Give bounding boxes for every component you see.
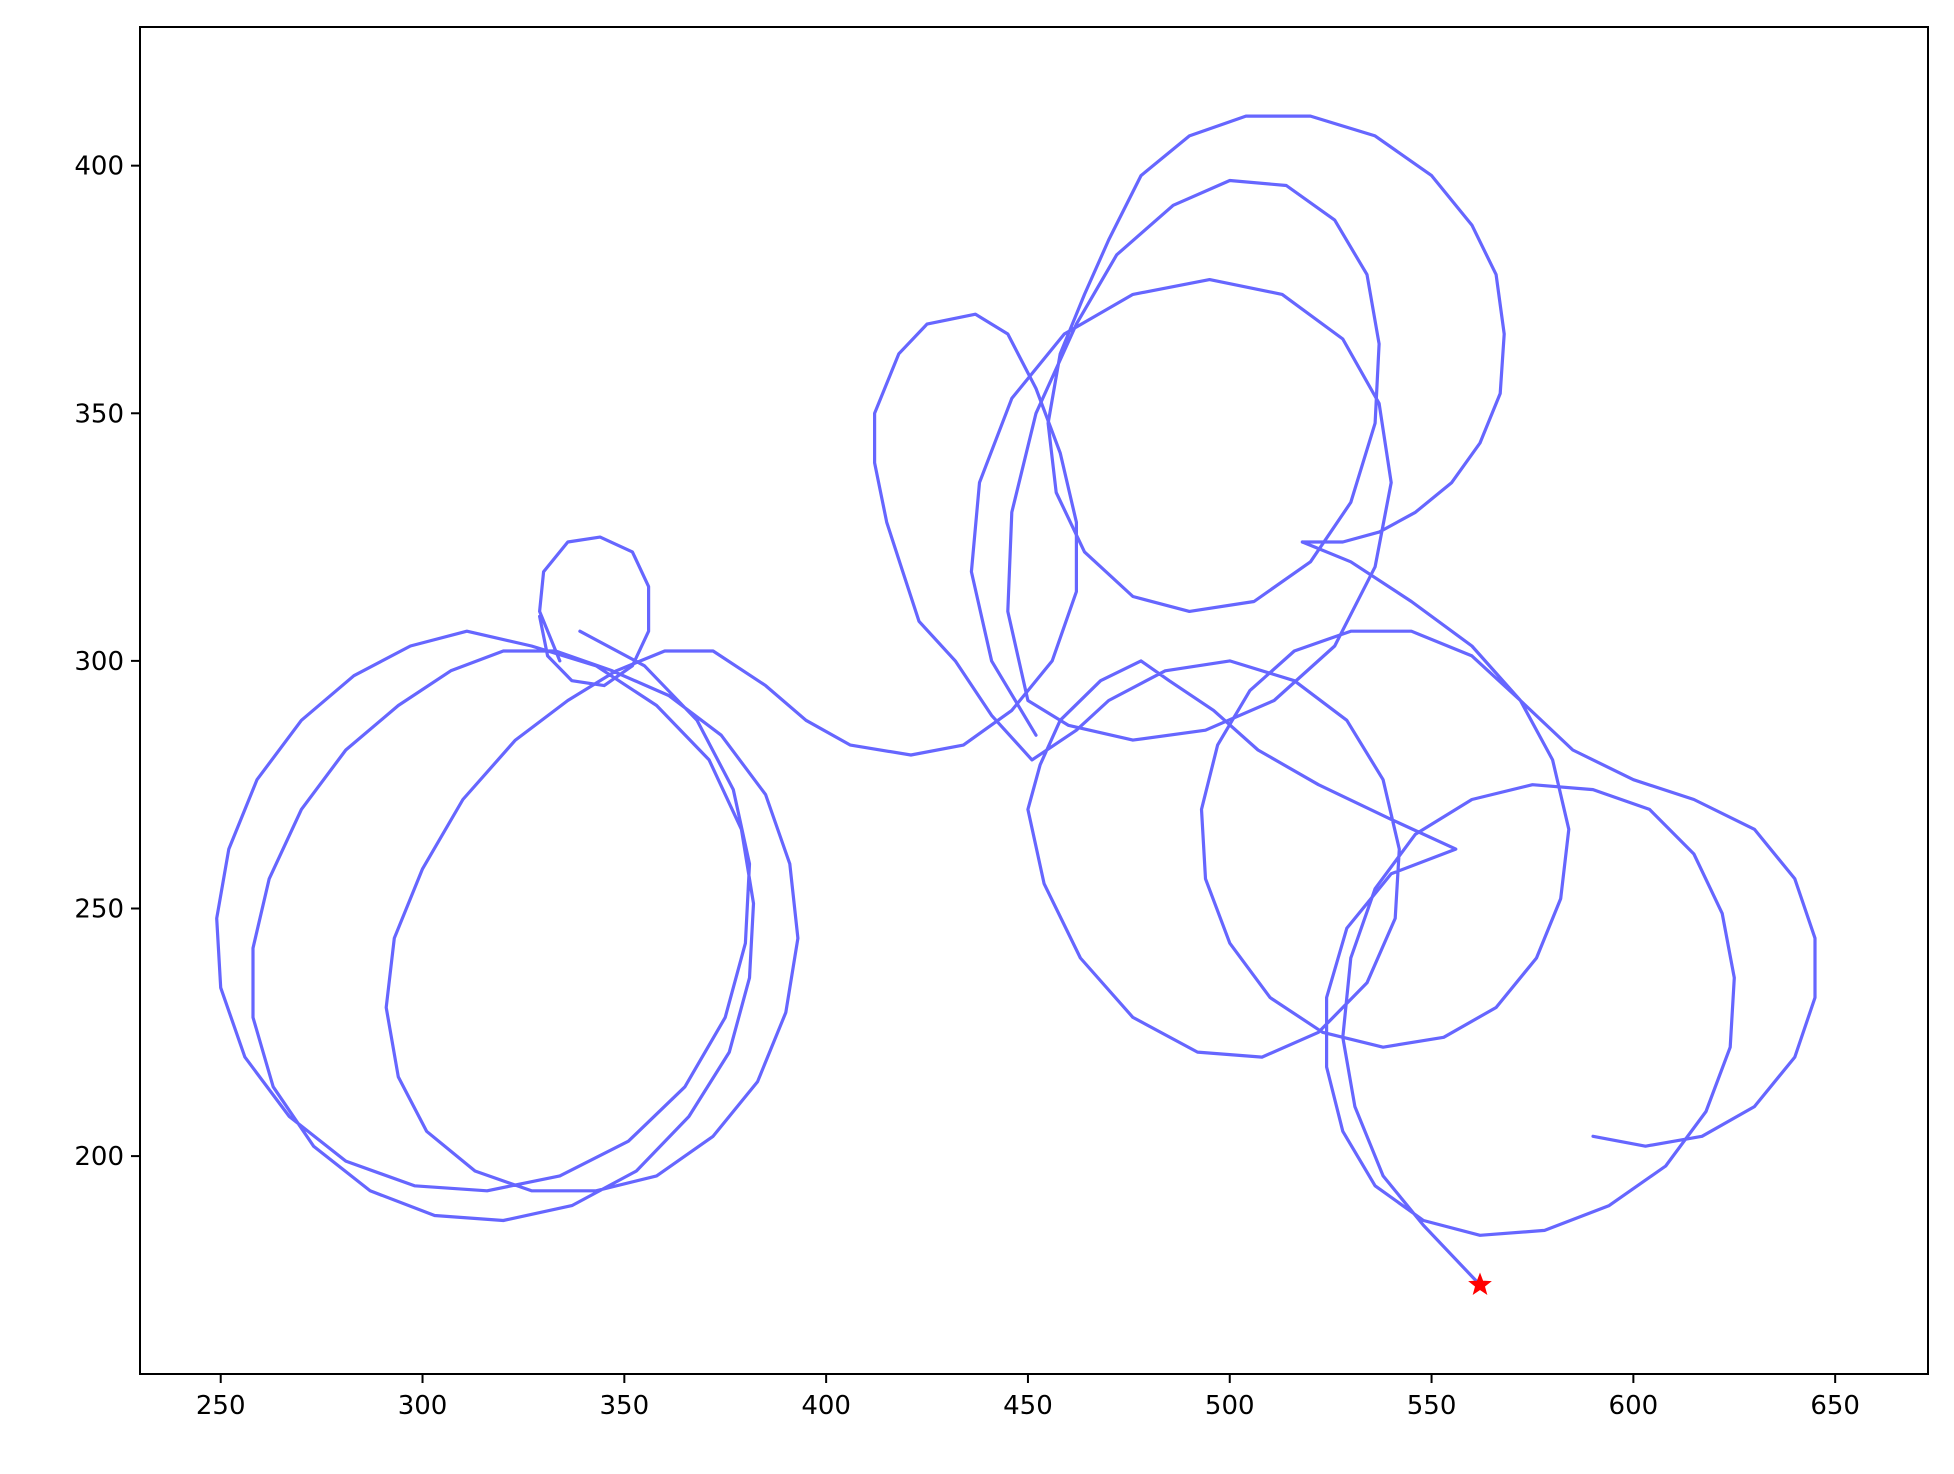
start-marker-star-1 (1468, 1272, 1492, 1295)
y-tick-label-250: 250 (74, 894, 124, 924)
x-tick-label-500: 500 (1205, 1391, 1255, 1421)
trajectory-line-4 (1199, 540, 1817, 1148)
y-tick-label-300: 300 (74, 647, 124, 677)
x-tick-label-400: 400 (801, 1391, 851, 1421)
x-tick-label-450: 450 (1003, 1391, 1053, 1421)
x-tick-label-550: 550 (1407, 1391, 1457, 1421)
y-axis: 200 250 300 350 400 (74, 152, 140, 1172)
x-tick-label-300: 300 (398, 1391, 448, 1421)
x-tick-label-600: 600 (1609, 1391, 1659, 1421)
series-layer (215, 114, 1817, 1287)
y-tick-label-350: 350 (74, 399, 124, 429)
x-axis: 250 300 350 400 450 500 550 600 650 (196, 1374, 1860, 1421)
trajectory-line-2 (538, 535, 651, 688)
x-tick-label-350: 350 (600, 1391, 650, 1421)
trajectory-line-3 (969, 114, 1506, 742)
marker-layer (1468, 1272, 1492, 1295)
plot-frame (139, 26, 1929, 1375)
y-tick-label-200: 200 (74, 1142, 124, 1172)
x-tick-label-250: 250 (196, 1391, 246, 1421)
y-tick-label-400: 400 (74, 152, 124, 182)
trajectory-line-1 (215, 312, 1736, 1287)
x-tick-label-650: 650 (1810, 1391, 1860, 1421)
